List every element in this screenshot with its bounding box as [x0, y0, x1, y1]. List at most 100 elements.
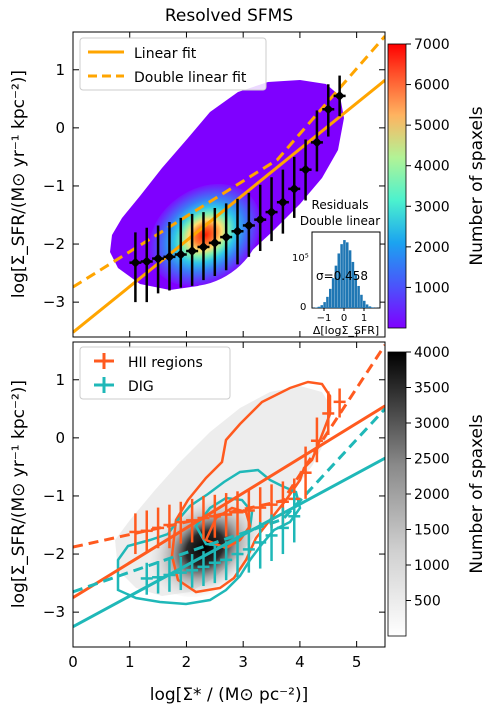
bottom-x-tick-label: 1 [125, 653, 135, 671]
top-median-point [254, 184, 267, 252]
bottom-series-1-point [288, 493, 301, 543]
legend-hii-marker [94, 353, 114, 369]
bottom-y-tick-label: −3 [43, 603, 65, 621]
bottom-colorbar-label: Number of spaxels [467, 414, 487, 573]
top-median-point [208, 208, 221, 276]
bottom-series-0-point [322, 391, 335, 435]
bottom-colorbar-tick-label: 4000 [414, 345, 450, 361]
top-median-point [322, 84, 335, 137]
bottom-series-1-point [152, 561, 165, 594]
inset-x-tick-label: 0 [341, 313, 347, 324]
top-fit-line-0 [73, 79, 385, 334]
bottom-legend: HII regions DIG [79, 346, 231, 400]
top-plot-area [73, 35, 385, 334]
top-y-tick-label: 1 [55, 61, 65, 79]
bottom-series-1-point [276, 507, 289, 555]
bottom-y-tick-label: −2 [43, 545, 65, 563]
inset-histogram-bar [331, 278, 335, 308]
inset-histogram-bar [323, 302, 326, 308]
bottom-legend-box [79, 346, 231, 400]
inset-histogram-bar [363, 300, 366, 308]
bottom-series-0-point [242, 488, 255, 532]
top-median-point [129, 232, 142, 303]
bottom-x-tick-label: 3 [238, 653, 248, 671]
top-median-point [333, 75, 346, 117]
top-colorbar-tick-label: 7000 [414, 37, 450, 53]
top-legend-box [79, 37, 267, 91]
bottom-plot-area [73, 344, 385, 628]
bottom-fit-line-4 [73, 456, 385, 628]
bottom-series-0-point [208, 494, 221, 538]
inset-histogram-bar [326, 296, 329, 308]
top-colorbar-label: Number of spaxels [467, 106, 487, 265]
inset-sigma-label: σ=0.458 [316, 269, 368, 283]
top-median-point [299, 139, 312, 201]
legend-double-linear-fit-label: Double linear fit [134, 70, 247, 86]
bottom-series-0-point [129, 513, 142, 555]
bottom-series-0-point [174, 501, 187, 544]
top-median-point [174, 217, 187, 288]
top-median-point [242, 192, 255, 257]
top-median-point [265, 177, 278, 242]
bottom-series-1-point [163, 559, 176, 592]
x-axis-label: log[Σ* / (M⊙ pc⁻²)] [150, 685, 308, 705]
legend-dig-marker [94, 377, 114, 393]
bottom-axes-frame [72, 341, 386, 648]
inset-x-ticks: −1 0 1 [317, 308, 367, 324]
inset-x-tick-label: 1 [361, 313, 367, 324]
legend-hii-label: HII regions [128, 355, 203, 371]
hii-contour-outer [170, 380, 332, 594]
inset-histogram-bar [354, 274, 358, 308]
bottom-colorbar-tick-label: 3000 [414, 416, 450, 432]
inset-histogram [312, 240, 380, 308]
bottom-y-tick-label: −1 [43, 487, 65, 505]
residuals-inset: Residuals Double linear σ=0.458 10⁵ 0 −1… [292, 198, 381, 337]
inset-histogram-bar [340, 244, 343, 308]
top-legend: Linear fit Double linear fit [79, 37, 267, 91]
inset-histogram-bar [368, 306, 372, 308]
bottom-colorbar-tick-label: 1000 [414, 558, 450, 574]
legend-dig-label: DIG [128, 379, 154, 395]
inset-histogram-bar [371, 307, 375, 308]
top-panel-title: Resolved SFMS [165, 6, 293, 26]
bottom-colorbar-tick-label: 2000 [414, 487, 450, 503]
inset-title-line1: Residuals [312, 198, 369, 212]
bottom-series-0-point [333, 388, 346, 418]
top-axis-ticks: −3 −2 −1 0 1 [43, 32, 385, 337]
top-median-point [231, 198, 244, 265]
bottom-series-1-point [220, 541, 233, 581]
bottom-y-tick-label: 0 [55, 429, 65, 447]
bottom-series-1-point [208, 545, 221, 584]
bottom-x-tick-label: 5 [352, 653, 362, 671]
bottom-colorbar-tick-label: 500 [414, 594, 441, 610]
bottom-series-0-point [140, 510, 153, 553]
inset-title-line2: Double linear [300, 214, 380, 228]
top-colorbar-tick-label: 6000 [414, 78, 450, 94]
bottom-series-1-point [197, 551, 210, 586]
bottom-colorbar-gradient [387, 351, 407, 637]
bottom-axis-ticks: 0 1 2 3 4 5 −3 −2 −1 0 1 [43, 342, 385, 671]
top-median-point [310, 110, 323, 172]
bottom-series-0-point [310, 417, 323, 463]
bottom-x-tick-label: 0 [68, 653, 78, 671]
top-density-core [149, 183, 261, 287]
bottom-series-0-point [299, 446, 312, 499]
top-colorbar-tick-label: 3000 [414, 199, 450, 215]
inset-histogram-bar [351, 261, 355, 308]
inset-y-zero-label: 0 [300, 302, 306, 313]
inset-histogram-bar [343, 240, 346, 308]
top-median-point [163, 221, 176, 291]
bottom-colorbar-tick-label: 3500 [414, 381, 450, 397]
bottom-series-1-point [242, 529, 255, 573]
bottom-colorbar-tick-label: 2500 [414, 452, 450, 468]
inset-xlabel: Δ[logΣ_SFR] [313, 324, 379, 337]
bottom-series-0-point [152, 507, 165, 549]
bottom-series-1-point [174, 556, 187, 591]
top-median-point [152, 225, 165, 294]
dig-contour-inner [194, 496, 254, 548]
top-median-point [197, 212, 210, 281]
bottom-colorbar-tick-label: 1500 [414, 523, 450, 539]
inset-histogram-bar [317, 306, 321, 308]
bottom-series-1-point [254, 522, 267, 569]
top-y-tick-label: −2 [43, 235, 65, 253]
